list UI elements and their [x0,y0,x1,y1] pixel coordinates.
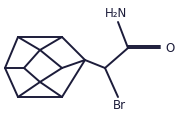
Text: O: O [165,42,174,54]
Text: Br: Br [113,99,126,112]
Text: H₂N: H₂N [105,7,127,20]
